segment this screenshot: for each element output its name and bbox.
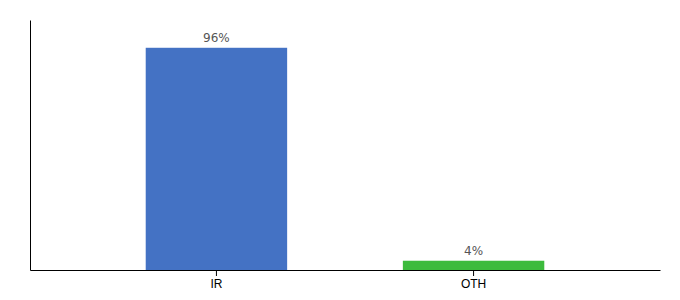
plot: IR OTH 96% 4% xyxy=(31,21,661,291)
y-axis-line xyxy=(30,21,31,271)
x-axis-line xyxy=(31,270,661,271)
x-tick-mark xyxy=(216,270,217,276)
x-axis: IR OTH xyxy=(31,270,661,291)
x-tick-label: OTH xyxy=(461,277,486,291)
x-tick: IR xyxy=(210,270,222,291)
x-tick-mark xyxy=(473,270,474,276)
bar xyxy=(403,261,544,270)
bars xyxy=(146,48,545,270)
data-label: 4% xyxy=(464,244,483,258)
data-labels: 96% 4% xyxy=(203,31,483,258)
y-axis xyxy=(30,21,31,271)
x-tick: OTH xyxy=(461,270,486,291)
x-tick-label: IR xyxy=(210,277,222,291)
data-label: 96% xyxy=(203,31,230,45)
chart: IR OTH 96% 4% xyxy=(0,0,680,300)
bar xyxy=(146,48,287,270)
